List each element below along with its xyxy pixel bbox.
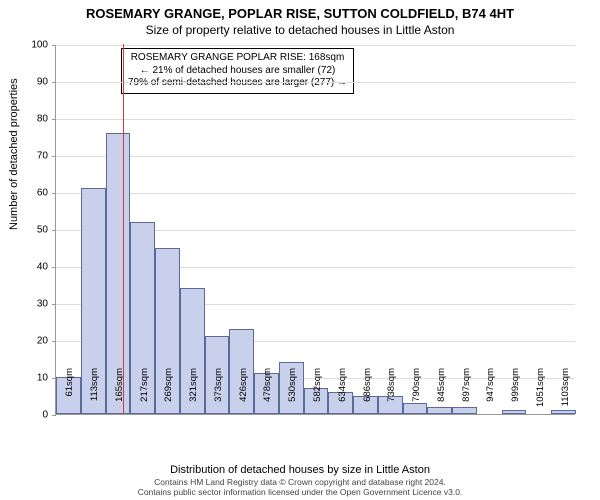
reference-line <box>123 44 124 414</box>
y-tick-label: 0 <box>42 410 48 421</box>
x-tick-label: 686sqm <box>362 368 373 418</box>
annotation-line: ROSEMARY GRANGE POPLAR RISE: 168sqm <box>128 52 347 65</box>
x-tick-label: 634sqm <box>337 368 348 418</box>
footer-line: Contains public sector information licen… <box>0 488 600 498</box>
x-tick-label: 269sqm <box>163 368 174 418</box>
gridline <box>56 82 575 83</box>
x-tick-label: 478sqm <box>262 368 273 418</box>
x-tick-label: 321sqm <box>188 368 199 418</box>
y-tick <box>52 82 56 83</box>
annotation-line: ← 21% of detached houses are smaller (72… <box>128 65 347 78</box>
y-tick <box>52 193 56 194</box>
y-tick <box>52 119 56 120</box>
y-tick <box>52 267 56 268</box>
x-tick-label: 738sqm <box>386 368 397 418</box>
annotation-line: 79% of semi-detached houses are larger (… <box>128 77 347 90</box>
y-tick <box>52 45 56 46</box>
x-axis-label: Distribution of detached houses by size … <box>0 464 600 476</box>
y-tick <box>52 341 56 342</box>
y-tick-label: 50 <box>37 225 48 236</box>
y-tick-label: 30 <box>37 299 48 310</box>
chart-title: ROSEMARY GRANGE, POPLAR RISE, SUTTON COL… <box>0 0 600 21</box>
x-tick-label: 61sqm <box>64 368 75 418</box>
y-tick <box>52 156 56 157</box>
gridline <box>56 156 575 157</box>
x-tick-label: 1103sqm <box>560 368 571 418</box>
y-tick <box>52 415 56 416</box>
y-tick-label: 40 <box>37 262 48 273</box>
y-tick-label: 90 <box>37 77 48 88</box>
gridline <box>56 45 575 46</box>
chart-container: ROSEMARY GRANGE, POPLAR RISE, SUTTON COL… <box>0 0 600 500</box>
y-tick-label: 80 <box>37 114 48 125</box>
gridline <box>56 193 575 194</box>
chart-subtitle: Size of property relative to detached ho… <box>0 21 600 37</box>
x-tick-label: 217sqm <box>139 368 150 418</box>
y-tick-label: 60 <box>37 188 48 199</box>
x-tick-label: 582sqm <box>312 368 323 418</box>
x-tick-label: 373sqm <box>213 368 224 418</box>
y-tick-label: 20 <box>37 336 48 347</box>
gridline <box>56 119 575 120</box>
y-tick-label: 100 <box>31 40 48 51</box>
plot-area: ROSEMARY GRANGE POPLAR RISE: 168sqm ← 21… <box>55 45 575 415</box>
x-tick-label: 426sqm <box>238 368 249 418</box>
y-tick <box>52 304 56 305</box>
x-tick-label: 999sqm <box>510 368 521 418</box>
footer-attribution: Contains HM Land Registry data © Crown c… <box>0 478 600 498</box>
x-tick-label: 790sqm <box>411 368 422 418</box>
y-tick <box>52 230 56 231</box>
x-tick-label: 845sqm <box>436 368 447 418</box>
y-axis-label: Number of detached properties <box>8 78 20 230</box>
x-tick-label: 530sqm <box>287 368 298 418</box>
x-tick-label: 113sqm <box>89 368 100 418</box>
x-tick-label: 897sqm <box>461 368 472 418</box>
y-tick-label: 70 <box>37 151 48 162</box>
y-tick-label: 10 <box>37 373 48 384</box>
annotation-box: ROSEMARY GRANGE POPLAR RISE: 168sqm ← 21… <box>121 48 354 94</box>
x-tick-label: 947sqm <box>485 368 496 418</box>
x-tick-label: 1051sqm <box>535 368 546 418</box>
